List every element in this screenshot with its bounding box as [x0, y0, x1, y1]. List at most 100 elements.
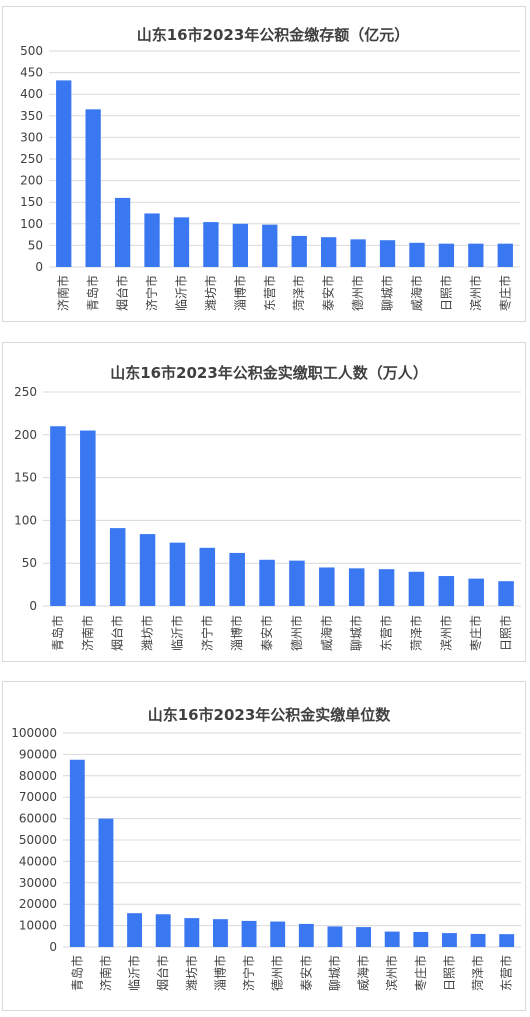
x-category-label: 济南市	[56, 275, 71, 311]
x-category-label: 淄博市	[229, 615, 244, 651]
bar	[241, 920, 257, 947]
bar	[413, 932, 429, 947]
x-category-label: 烟台市	[155, 955, 170, 991]
bar	[259, 559, 275, 606]
x-category-label: 青岛市	[85, 275, 100, 311]
x-category-label: 枣庄市	[413, 955, 428, 991]
y-tick-label: 100	[20, 217, 43, 231]
x-category-label: 威海市	[409, 275, 424, 311]
bar	[497, 243, 513, 267]
x-category-label: 青岛市	[50, 615, 65, 651]
bar	[184, 918, 200, 947]
bar	[85, 109, 101, 267]
y-tick-label: 70000	[19, 790, 57, 804]
x-category-label: 聊城市	[349, 615, 364, 651]
x-category-label: 枣庄市	[468, 615, 483, 651]
chart-panel-units: 山东16市2023年公积金实缴单位数 0 10000 20000 30000 40000…	[2, 681, 526, 1011]
x-category-label: 滨州市	[468, 275, 483, 311]
bar	[144, 213, 160, 267]
bar	[262, 224, 278, 267]
y-tick-label: 50	[22, 556, 37, 570]
x-category-label: 东营市	[379, 615, 394, 651]
x-category-label: 烟台市	[110, 615, 125, 651]
x-category-label: 泰安市	[321, 275, 336, 311]
bar	[298, 923, 314, 947]
y-tick-label: 150	[14, 471, 37, 485]
x-category-label: 泰安市	[259, 615, 274, 651]
bar	[127, 913, 143, 947]
x-category-label: 烟台市	[115, 275, 130, 311]
x-category-label: 德州市	[350, 275, 365, 311]
bar	[169, 542, 186, 606]
y-tick-label: 90000	[19, 747, 57, 761]
x-category-label: 聊城市	[327, 955, 342, 991]
y-tick-label: 40000	[19, 854, 57, 868]
bar	[98, 818, 114, 947]
bar	[468, 243, 484, 267]
x-category-label: 临沂市	[169, 615, 184, 651]
y-tick-label: 80000	[19, 769, 57, 783]
bar	[348, 568, 365, 606]
y-tick-label: 100	[14, 513, 37, 527]
y-tick-label: 250	[14, 385, 37, 399]
bar	[409, 242, 425, 267]
x-category-label: 东营市	[499, 955, 514, 991]
bar	[69, 759, 85, 947]
x-category-label: 菏泽市	[408, 615, 423, 651]
x-category-label: 聊城市	[380, 275, 395, 311]
chart-title: 山东16市2023年公积金实缴单位数	[148, 706, 392, 724]
x-category-label: 济宁市	[241, 955, 256, 991]
y-tick-label: 20000	[19, 897, 57, 911]
bar	[408, 571, 425, 606]
x-category-label: 临沂市	[173, 275, 188, 311]
bar	[378, 569, 395, 606]
x-category-label: 滨州市	[438, 615, 453, 651]
bar	[212, 919, 228, 947]
y-tick-label: 150	[20, 195, 43, 209]
bar	[379, 240, 396, 267]
bar	[321, 237, 337, 267]
y-tick-label: 50000	[19, 833, 57, 847]
x-category-label: 济宁市	[144, 275, 159, 311]
bar	[498, 581, 514, 606]
x-category-label: 济南市	[98, 955, 113, 991]
x-category-label: 日照市	[441, 955, 456, 991]
bar	[470, 933, 486, 947]
chart-panel-workers: 山东16市2023年公积金实缴职工人数（万人） 0 50 100 150 200 250 青…	[2, 342, 526, 662]
workers-chart: 山东16市2023年公积金实缴职工人数（万人） 0 50 100 150 200 250 青…	[14, 364, 521, 651]
x-category-label: 潍坊市	[184, 955, 199, 991]
y-tick-label: 50	[28, 238, 43, 252]
y-tick-label: 0	[49, 940, 57, 954]
deposit-chart: 山东16市2023年公积金缴存额（亿元） 0 50 100 150 200 250 300 3…	[20, 26, 520, 311]
y-tick-label: 0	[29, 599, 37, 613]
bar	[499, 934, 515, 947]
x-category-label: 滨州市	[384, 955, 399, 991]
x-category-label: 德州市	[270, 955, 285, 991]
x-category-label: 日照市	[498, 615, 513, 651]
bar	[232, 223, 248, 267]
x-category-label: 济宁市	[199, 615, 214, 651]
chart-panel-deposit: 山东16市2023年公积金缴存额（亿元） 0 50 100 150 200 250 300 3…	[2, 6, 526, 322]
bar	[80, 430, 96, 606]
x-category-label: 泰安市	[298, 955, 313, 991]
x-category-label: 枣庄市	[497, 275, 512, 311]
y-tick-label: 400	[20, 87, 43, 101]
bar	[155, 914, 171, 947]
bar	[350, 239, 366, 267]
bar	[384, 931, 400, 947]
x-category-label: 威海市	[356, 955, 371, 991]
bar	[441, 933, 457, 947]
bar	[468, 578, 484, 606]
bar	[291, 235, 307, 267]
bar	[199, 547, 216, 606]
y-tick-label: 300	[20, 130, 43, 144]
x-category-label: 临沂市	[127, 955, 142, 991]
y-tick-label: 450	[20, 66, 43, 80]
bar	[50, 426, 66, 606]
x-category-label: 菏泽市	[470, 955, 485, 991]
bar	[327, 926, 343, 947]
x-category-label: 潍坊市	[203, 275, 218, 311]
y-tick-label: 250	[20, 152, 43, 166]
y-tick-label: 350	[20, 109, 43, 123]
bar	[109, 528, 126, 606]
